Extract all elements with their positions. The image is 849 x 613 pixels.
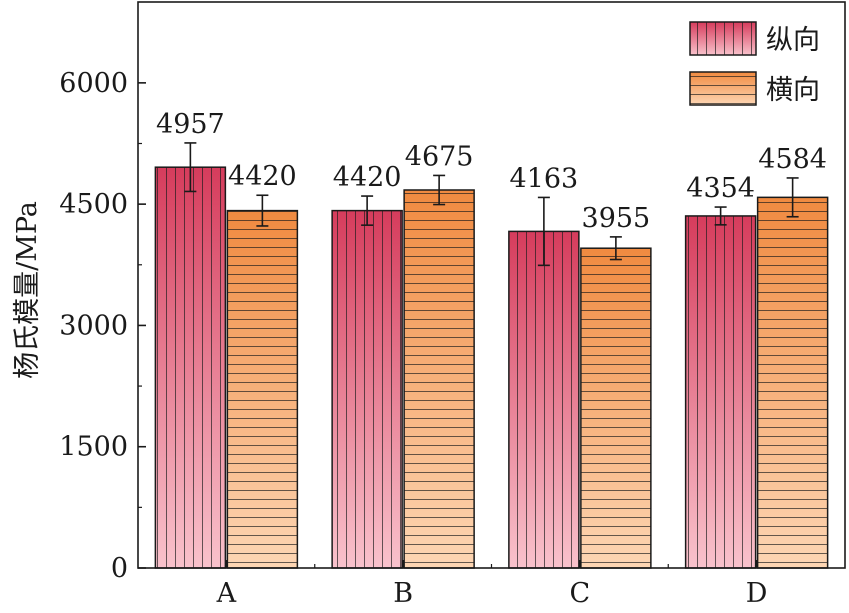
y-tick-label-1500: 1500 (59, 432, 128, 463)
bars-layer (154, 166, 829, 569)
bar-hatch-c-s2 (580, 247, 652, 569)
x-tick-label-d: D (746, 578, 768, 609)
y-axis-label: 杨氏模量/MPa (12, 201, 43, 379)
error-bars-layer (184, 142, 799, 267)
legend-label-1: 纵向 (766, 25, 820, 56)
bar-hatch-a-s1 (154, 166, 227, 569)
data-label-c-s2: 3955 (582, 203, 651, 234)
x-tick-label-b: B (393, 578, 413, 609)
x-tick-label-c: C (570, 578, 591, 609)
data-label-d-s1: 4354 (686, 173, 755, 204)
legend-swatch-hatch-2 (689, 71, 757, 106)
bar-hatch-a-s2 (226, 209, 299, 569)
bar-hatch-d-s2 (756, 196, 829, 569)
data-label-a-s2: 4420 (228, 161, 297, 192)
data-label-b-s1: 4420 (333, 162, 402, 193)
data-label-a-s1: 4957 (156, 109, 225, 140)
x-tick-label-a: A (216, 578, 237, 609)
data-label-d-s2: 4584 (758, 144, 827, 175)
y-tick-label-3000: 3000 (59, 310, 128, 341)
axes-layer: 0 1500 3000 4500 6000 A B C D (59, 1, 846, 609)
legend-swatch-hatch-1 (689, 21, 757, 56)
y-tick-label-4500: 4500 (59, 189, 128, 220)
y-tick-label-6000: 6000 (59, 68, 128, 99)
data-label-b-s2: 4675 (405, 141, 474, 172)
legend-label-2: 横向 (766, 75, 820, 106)
bar-hatch-b-s2 (403, 189, 475, 569)
bar-hatch-b-s1 (331, 209, 403, 569)
y-tick-label-0: 0 (111, 553, 128, 584)
data-label-c-s1: 4163 (510, 163, 579, 194)
bar-hatch-c-s1 (508, 230, 580, 569)
bar-hatch-d-s1 (684, 215, 757, 569)
